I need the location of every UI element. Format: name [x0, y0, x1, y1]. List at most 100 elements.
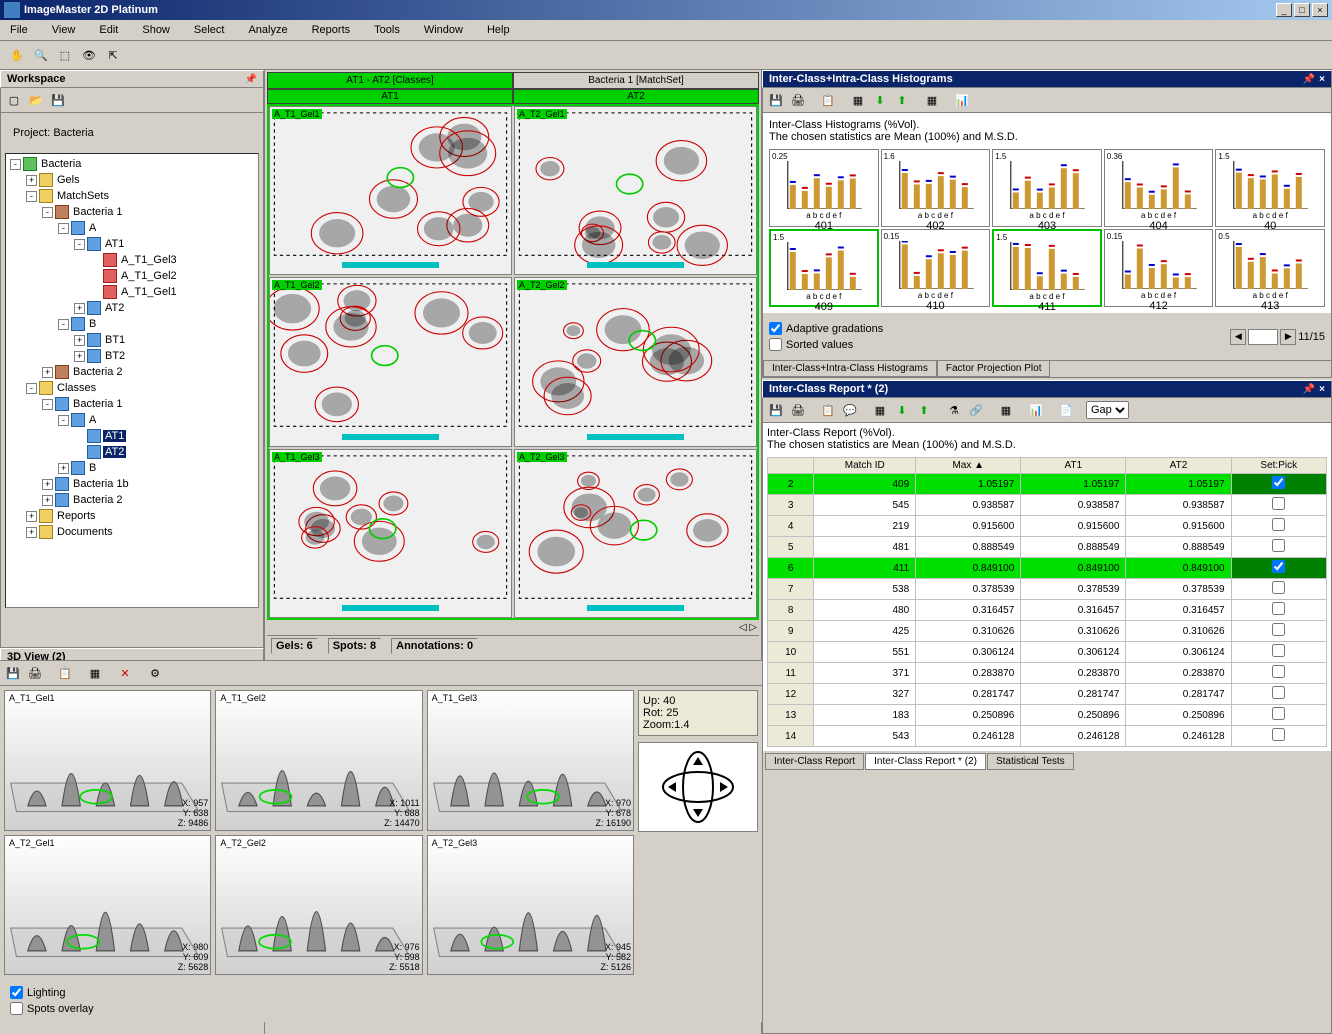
expand-icon[interactable]: + — [74, 303, 85, 314]
menu-window[interactable]: Window — [420, 22, 467, 38]
project-tree[interactable]: -Bacteria+Gels-MatchSets-Bacteria 1-A-AT… — [5, 153, 259, 608]
gel-cell[interactable]: A_T2_Gel2 — [514, 277, 757, 446]
menu-analyze[interactable]: Analyze — [244, 22, 291, 38]
tree-label[interactable]: AT1 — [103, 430, 126, 442]
prev-icon[interactable]: ◀ — [1230, 329, 1246, 345]
table-row[interactable]: 24091.051971.051971.05197 — [768, 474, 1327, 495]
menu-help[interactable]: Help — [483, 22, 514, 38]
doc-icon[interactable]: 📄 — [1056, 401, 1076, 419]
report-tab-1[interactable]: Inter-Class Report * (2) — [865, 753, 986, 770]
tree-label[interactable]: BT2 — [103, 350, 127, 362]
gap-select[interactable]: Gap — [1086, 401, 1129, 419]
pin-icon[interactable]: 📌 — [1303, 384, 1315, 395]
tree-label[interactable]: A_T1_Gel1 — [119, 286, 179, 298]
expand-icon[interactable]: + — [26, 511, 37, 522]
expand-icon[interactable]: - — [42, 399, 53, 410]
gel-cell[interactable]: A_T2_Gel3 — [514, 449, 757, 618]
tree-label[interactable]: B — [87, 462, 98, 474]
col-header[interactable]: Match ID — [814, 458, 916, 474]
histogram-cell[interactable]: 0.36a b c d e f404 — [1104, 149, 1214, 227]
view3d-cell[interactable]: A_T1_Gel1X: 957Y: 638Z: 9486 — [4, 690, 211, 831]
histogram-cell[interactable]: 1.5a b c d e f409 — [769, 229, 879, 307]
histogram-cell[interactable]: 0.25a b c d e f401 — [769, 149, 879, 227]
tool-0[interactable]: ✋ — [6, 44, 28, 66]
table-row[interactable]: 145430.2461280.2461280.246128 — [768, 726, 1327, 747]
tree-node[interactable]: + BT1 — [8, 332, 256, 348]
expand-icon[interactable]: + — [42, 495, 53, 506]
copy-icon[interactable]: 📋 — [818, 401, 838, 419]
tree-label[interactable]: AT2 — [103, 446, 126, 458]
expand-icon[interactable]: - — [42, 207, 53, 218]
tool-1[interactable]: 🔍 — [30, 44, 52, 66]
expand-icon[interactable]: + — [74, 351, 85, 362]
histogram-cell[interactable]: 1.5a b c d e f403 — [992, 149, 1102, 227]
table-row[interactable]: 105510.3061240.3061240.306124 — [768, 642, 1327, 663]
table-icon[interactable]: ▦ — [848, 91, 868, 109]
tree-label[interactable]: Classes — [55, 382, 98, 394]
pick-checkbox[interactable] — [1272, 539, 1285, 552]
gel-subtab-at1[interactable]: AT1 — [267, 89, 513, 104]
tree-label[interactable]: AT1 — [103, 238, 126, 250]
hist-tab-1[interactable]: Factor Projection Plot — [937, 361, 1051, 377]
close-button[interactable]: × — [1312, 3, 1328, 17]
expand-icon[interactable]: + — [26, 527, 37, 538]
tree-node[interactable]: +Bacteria 1b — [8, 476, 256, 492]
expand-icon[interactable]: + — [74, 335, 85, 346]
chart-icon[interactable]: 📊 — [952, 91, 972, 109]
tree-label[interactable]: Bacteria 2 — [71, 494, 125, 506]
expand-icon[interactable]: - — [58, 415, 69, 426]
tree-label[interactable]: BT1 — [103, 334, 127, 346]
menu-tools[interactable]: Tools — [370, 22, 404, 38]
save-icon[interactable]: 💾 — [3, 664, 23, 682]
tree-node[interactable]: + Bacteria 2 — [8, 492, 256, 508]
spots-checkbox[interactable] — [10, 1002, 23, 1015]
tree-node[interactable]: +Reports — [8, 508, 256, 524]
tree-label[interactable]: A — [87, 414, 98, 426]
tree-node[interactable]: -Bacteria — [8, 156, 256, 172]
table-row[interactable]: 131830.2508960.2508960.250896 — [768, 705, 1327, 726]
pick-checkbox[interactable] — [1272, 497, 1285, 510]
print-icon[interactable]: 🖨 — [788, 91, 808, 109]
view3d-cell[interactable]: A_T2_Gel3X: 945Y: 582Z: 5126 — [427, 835, 634, 976]
report-table[interactable]: Match IDMax ▲AT1AT2Set:Pick24091.051971.… — [767, 457, 1327, 747]
tree-node[interactable]: -Classes — [8, 380, 256, 396]
adaptive-checkbox[interactable] — [769, 322, 782, 335]
pin-icon[interactable]: 📌 — [245, 74, 257, 85]
col-header[interactable]: Max ▲ — [916, 458, 1021, 474]
tree-label[interactable]: MatchSets — [55, 190, 111, 202]
tree-node[interactable]: +Gels — [8, 172, 256, 188]
tree-label[interactable]: Bacteria 1b — [71, 478, 131, 490]
copy-icon[interactable]: 📋 — [818, 91, 838, 109]
minimize-button[interactable]: _ — [1276, 3, 1292, 17]
pick-checkbox[interactable] — [1272, 665, 1285, 678]
maximize-button[interactable]: □ — [1294, 3, 1310, 17]
tree-label[interactable]: AT2 — [103, 302, 126, 314]
tree-node[interactable]: A_T1_Gel2 — [8, 268, 256, 284]
up-icon[interactable]: ⬆ — [892, 91, 912, 109]
gyro-control[interactable] — [638, 742, 758, 832]
table-row[interactable]: 113710.2838700.2838700.283870 — [768, 663, 1327, 684]
menu-edit[interactable]: Edit — [95, 22, 122, 38]
tool-4[interactable]: ⇱ — [102, 44, 124, 66]
grid-icon[interactable]: ▦ — [85, 664, 105, 682]
table-row[interactable]: 42190.9156000.9156000.915600 — [768, 516, 1327, 537]
tree-node[interactable]: -AT1 — [8, 236, 256, 252]
pick-checkbox[interactable] — [1272, 581, 1285, 594]
view3d-cell[interactable]: A_T2_Gel2X: 976Y: 598Z: 5518 — [215, 835, 422, 976]
close-panel-icon[interactable]: × — [1319, 384, 1325, 395]
menu-reports[interactable]: Reports — [308, 22, 355, 38]
gel-tab-matchset[interactable]: Bacteria 1 [MatchSet] — [513, 72, 759, 89]
table-row[interactable]: 54810.8885490.8885490.888549 — [768, 537, 1327, 558]
pick-checkbox[interactable] — [1272, 686, 1285, 699]
tree-label[interactable]: Gels — [55, 174, 82, 186]
table-icon[interactable]: ▦ — [870, 401, 890, 419]
pick-checkbox[interactable] — [1272, 602, 1285, 615]
col-header[interactable]: AT1 — [1021, 458, 1126, 474]
tree-node[interactable]: -Bacteria 1 — [8, 396, 256, 412]
gel-nav[interactable]: ◁ ▷ — [267, 620, 759, 635]
gel-tab-classes[interactable]: AT1 - AT2 [Classes] — [267, 72, 513, 89]
hist-tab-0[interactable]: Inter-Class+Intra-Class Histograms — [763, 361, 937, 377]
tree-label[interactable]: A_T1_Gel2 — [119, 270, 179, 282]
save-icon[interactable]: 💾 — [48, 91, 68, 109]
save-icon[interactable]: 💾 — [766, 401, 786, 419]
